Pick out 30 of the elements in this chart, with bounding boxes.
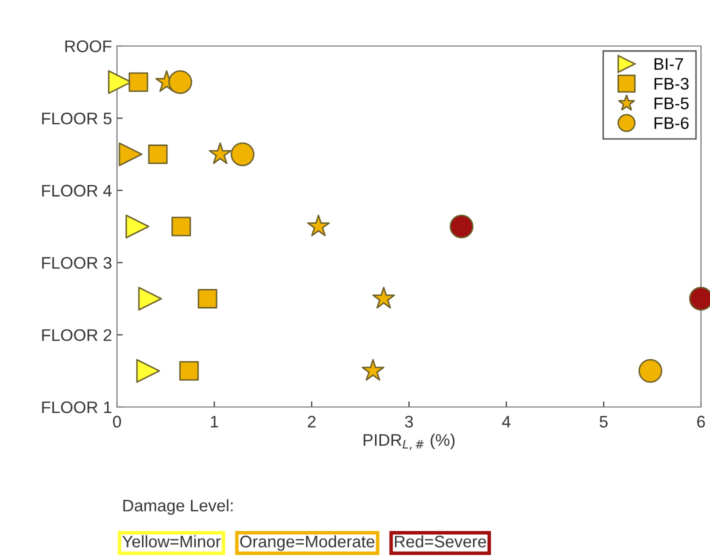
x-tick-label: 3 <box>405 416 413 428</box>
legend-label: BI-7 <box>654 58 683 70</box>
point <box>179 361 199 381</box>
point <box>126 214 150 238</box>
x-tick-label: 5 <box>600 416 608 428</box>
point <box>138 286 162 311</box>
point <box>128 72 148 92</box>
text: Red=Severe <box>394 535 486 548</box>
y-tick-label: ROOF <box>65 40 112 52</box>
legend-label: FB-6 <box>654 117 689 130</box>
y-tick-label: FLOOR 4 <box>42 184 112 197</box>
x-tick-label: 0 <box>113 416 121 428</box>
point <box>198 288 218 308</box>
y-tick-label: FLOOR 3 <box>42 257 112 269</box>
x-tick-label: 4 <box>502 416 510 428</box>
legend-label: FB-5 <box>654 98 689 110</box>
y-tick-label: FLOOR 1 <box>42 401 112 414</box>
legend-label: FB-3 <box>654 78 689 90</box>
point <box>148 144 168 164</box>
x-axis-title: PIDR$_{L,#}$ (%) <box>364 434 455 450</box>
x-tick-label: 2 <box>308 416 316 428</box>
text: Orange=Moderate <box>240 535 374 551</box>
y-tick-label: FLOOR 2 <box>42 329 112 342</box>
text: Damage Level: <box>123 499 233 515</box>
x-tick-label: 1 <box>210 416 218 428</box>
text: Yellow=Minor <box>122 535 221 548</box>
point <box>136 359 160 383</box>
x-tick-label: 6 <box>697 416 705 428</box>
y-tick-label: FLOOR 5 <box>42 112 112 124</box>
point <box>171 216 191 236</box>
